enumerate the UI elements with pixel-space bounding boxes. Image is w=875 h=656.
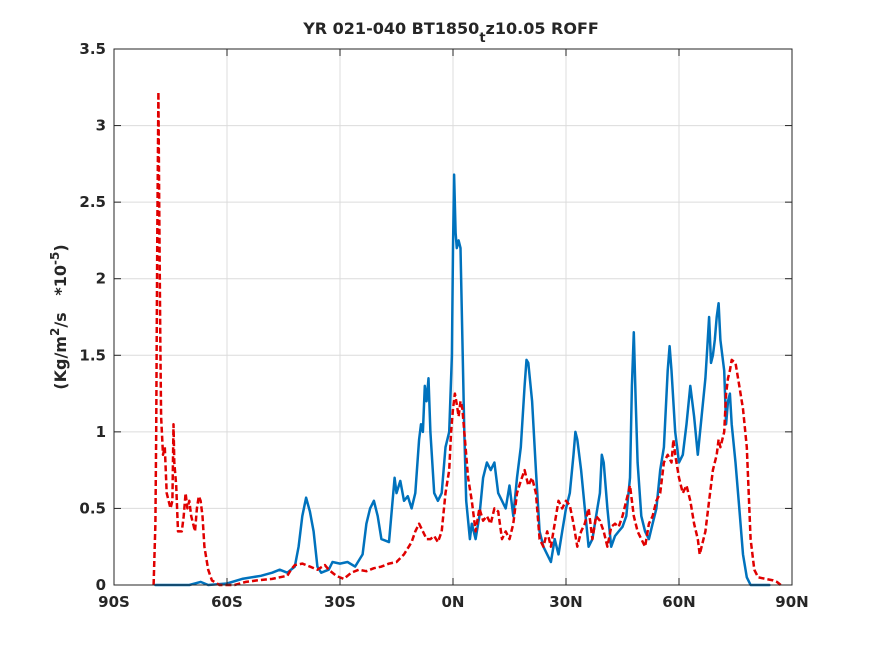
x-tick-label: 0N	[442, 593, 465, 611]
y-tick-label: 0.5	[79, 499, 106, 517]
y-axis-label-part3: )	[51, 244, 70, 251]
y-tick-label: 2.5	[79, 193, 106, 211]
y-axis-label-sup1: 2	[48, 328, 62, 336]
data-series	[152, 90, 782, 587]
x-tick-label: 60S	[211, 593, 243, 611]
y-tick-label: 2	[96, 270, 106, 288]
chart-title-subscript: t	[479, 31, 485, 46]
x-tick-labels: 90S 60S 30S 0N 30N 60N 90N	[98, 593, 809, 611]
y-tick-label: 1.5	[79, 346, 106, 364]
x-tick-label: 30N	[549, 593, 582, 611]
y-tick-label: 3.5	[79, 40, 106, 58]
y-axis-label-part1: (Kg/m	[51, 336, 70, 390]
series-line-1	[154, 173, 771, 587]
y-axis-label-sup2: -5	[48, 252, 62, 265]
chart-title-suffix: z10.05 ROFF	[486, 19, 599, 38]
y-tick-label: 3	[96, 117, 106, 135]
x-tick-label: 60N	[662, 593, 695, 611]
x-tick-label: 30S	[324, 593, 356, 611]
y-tick-labels: 0 0.5 1 1.5 2 2.5 3 3.5	[79, 40, 106, 594]
axis-ticks	[113, 48, 793, 586]
series-line-2	[152, 90, 782, 587]
y-axis-label-part2: /s *10	[51, 265, 70, 328]
y-tick-label: 0	[96, 576, 106, 594]
y-tick-label: 1	[96, 423, 106, 441]
x-tick-label: 90S	[98, 593, 130, 611]
chart-title: YR 021-040 BT1850tz10.05 ROFF	[302, 19, 599, 46]
chart-title-main: YR 021-040 BT1850	[302, 19, 479, 38]
y-axis-label: (Kg/m2/s *10-5)	[48, 244, 70, 389]
x-tick-label: 90N	[775, 593, 808, 611]
